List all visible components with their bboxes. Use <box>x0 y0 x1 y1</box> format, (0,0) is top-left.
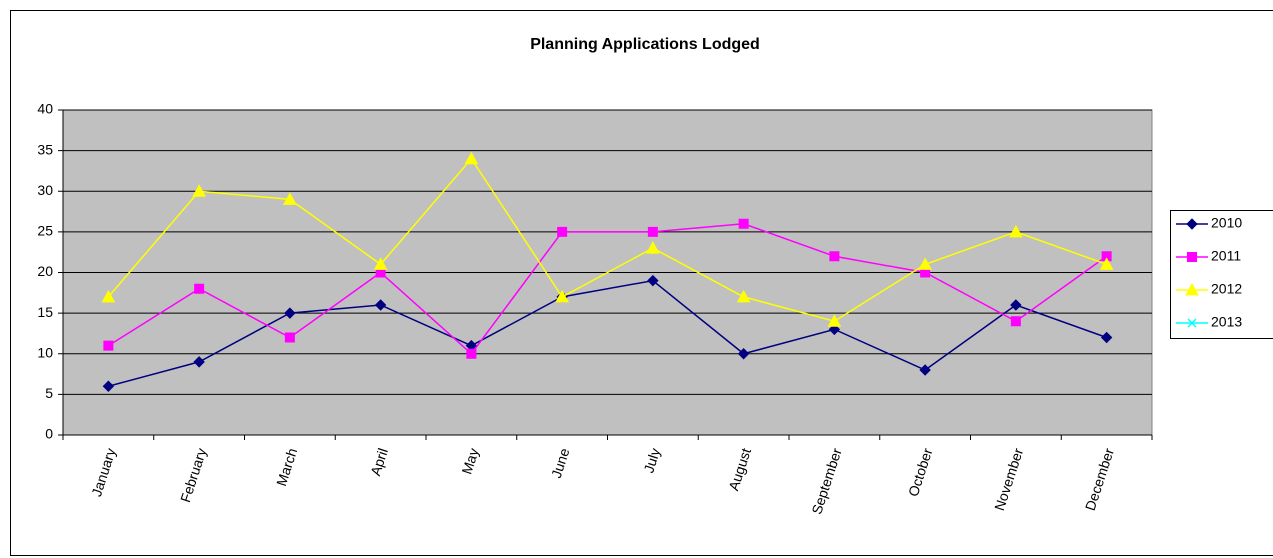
data-point <box>194 283 205 294</box>
legend-marker <box>1185 282 1199 296</box>
data-point <box>827 314 842 327</box>
data-point <box>101 289 116 303</box>
data-point <box>102 380 115 392</box>
data-point <box>464 151 479 165</box>
data-point <box>738 218 749 229</box>
data-point <box>1099 257 1114 270</box>
data-point <box>374 299 387 311</box>
y-tick-label: 20 <box>37 263 53 279</box>
data-point <box>192 184 206 197</box>
y-tick-label: 30 <box>37 182 53 198</box>
legend-marker <box>1187 252 1197 262</box>
data-point <box>1010 316 1021 327</box>
data-point <box>103 340 114 351</box>
data-point <box>283 192 297 205</box>
data-point <box>373 257 388 270</box>
data-point <box>919 364 931 376</box>
legend-marker <box>1186 218 1198 230</box>
legend-label: 2012 <box>1211 281 1242 297</box>
data-point <box>829 251 840 262</box>
data-point <box>284 307 296 319</box>
series-line <box>107 222 1108 355</box>
y-tick-label: 40 <box>37 101 53 117</box>
chart-title: Planning Applications Lodged <box>530 36 760 53</box>
data-point <box>647 274 659 287</box>
data-point <box>737 348 750 360</box>
data-point <box>918 257 932 270</box>
data-point <box>646 241 660 254</box>
data-point <box>1010 299 1022 311</box>
data-point <box>828 323 841 336</box>
legend-label: 2010 <box>1211 215 1242 231</box>
data-point <box>466 348 477 359</box>
data-point <box>1100 331 1113 344</box>
legend-label: 2013 <box>1211 314 1242 330</box>
x-tick-label: May <box>458 446 481 476</box>
legend <box>1170 210 1273 339</box>
data-point <box>557 226 568 237</box>
data-point <box>555 289 569 303</box>
data-point <box>736 289 751 303</box>
series-line <box>108 279 1107 387</box>
y-tick-label: 0 <box>45 426 53 442</box>
legend-label: 2011 <box>1211 248 1241 264</box>
series-line <box>107 157 1107 323</box>
data-point <box>1009 224 1023 238</box>
legend-marker <box>1187 318 1197 328</box>
y-tick-label: 15 <box>37 304 53 320</box>
y-tick-label: 35 <box>37 141 53 157</box>
y-tick-label: 5 <box>45 385 53 401</box>
y-tick-label: 25 <box>37 223 53 239</box>
x-tick-label: July <box>640 446 663 475</box>
data-point <box>647 226 658 237</box>
y-tick-label: 10 <box>37 344 53 360</box>
data-point <box>193 356 205 368</box>
data-point <box>284 332 295 343</box>
